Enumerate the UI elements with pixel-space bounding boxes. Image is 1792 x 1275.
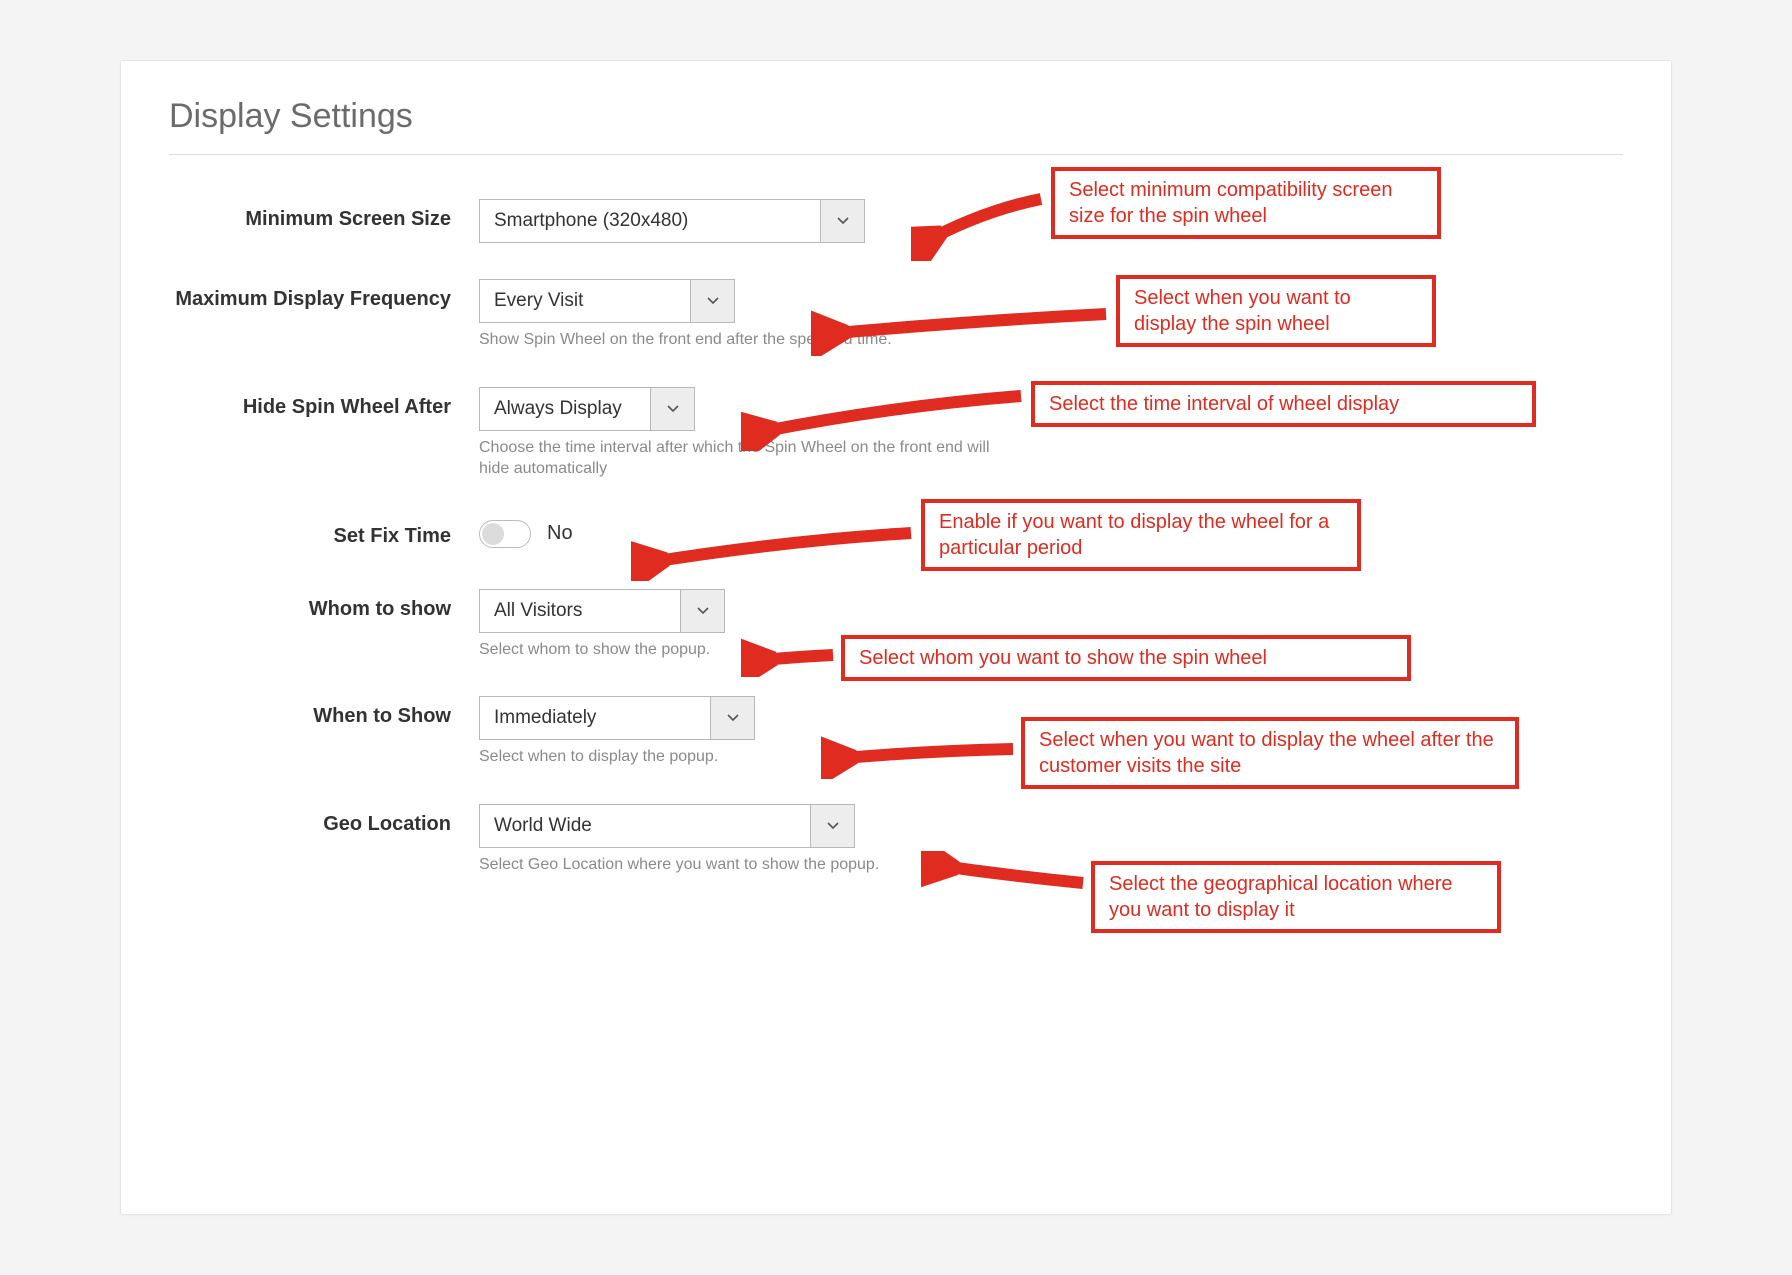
select-max-freq-value: Every Visit xyxy=(480,280,690,322)
chevron-down-icon[interactable] xyxy=(710,697,754,739)
label-min-screen: Minimum Screen Size xyxy=(169,199,479,232)
select-when[interactable]: Immediately xyxy=(479,696,755,740)
settings-panel: Display Settings Minimum Screen Size Sma… xyxy=(120,60,1672,1215)
select-min-screen-value: Smartphone (320x480) xyxy=(480,200,820,242)
callout-when: Select when you want to display the whee… xyxy=(1021,717,1519,789)
arrow-icon xyxy=(741,371,1031,451)
select-max-freq[interactable]: Every Visit xyxy=(479,279,735,323)
select-min-screen[interactable]: Smartphone (320x480) xyxy=(479,199,865,243)
callout-max-freq: Select when you want to display the spin… xyxy=(1116,275,1436,347)
chevron-down-icon[interactable] xyxy=(810,805,854,847)
label-fix-time: Set Fix Time xyxy=(169,516,479,549)
arrow-icon xyxy=(631,511,921,581)
chevron-down-icon[interactable] xyxy=(680,590,724,632)
toggle-fix-time[interactable] xyxy=(479,520,531,548)
select-hide-after[interactable]: Always Display xyxy=(479,387,695,431)
select-whom-value: All Visitors xyxy=(480,590,680,632)
select-whom[interactable]: All Visitors xyxy=(479,589,725,633)
callout-min-screen: Select minimum compatibility screen size… xyxy=(1051,167,1441,239)
label-hide-after: Hide Spin Wheel After xyxy=(169,387,479,420)
arrow-icon xyxy=(821,729,1021,779)
arrow-icon xyxy=(921,851,1091,911)
select-hide-after-value: Always Display xyxy=(480,388,650,430)
callout-geo: Select the geographical location where y… xyxy=(1091,861,1501,933)
chevron-down-icon[interactable] xyxy=(690,280,734,322)
toggle-fix-time-label: No xyxy=(547,522,573,545)
section-title: Display Settings xyxy=(169,97,1623,155)
select-geo[interactable]: World Wide xyxy=(479,804,855,848)
select-geo-value: World Wide xyxy=(480,805,810,847)
callout-hide-after: Select the time interval of wheel displa… xyxy=(1031,381,1536,427)
label-max-freq: Maximum Display Frequency xyxy=(169,279,479,312)
label-whom: Whom to show xyxy=(169,589,479,622)
chevron-down-icon[interactable] xyxy=(650,388,694,430)
label-geo: Geo Location xyxy=(169,804,479,837)
label-when: When to Show xyxy=(169,696,479,729)
callout-whom: Select whom you want to show the spin wh… xyxy=(841,635,1411,681)
select-when-value: Immediately xyxy=(480,697,710,739)
callout-fix-time: Enable if you want to display the wheel … xyxy=(921,499,1361,571)
arrow-icon xyxy=(911,181,1051,261)
arrow-icon xyxy=(741,637,841,677)
chevron-down-icon[interactable] xyxy=(820,200,864,242)
arrow-icon xyxy=(811,296,1111,356)
